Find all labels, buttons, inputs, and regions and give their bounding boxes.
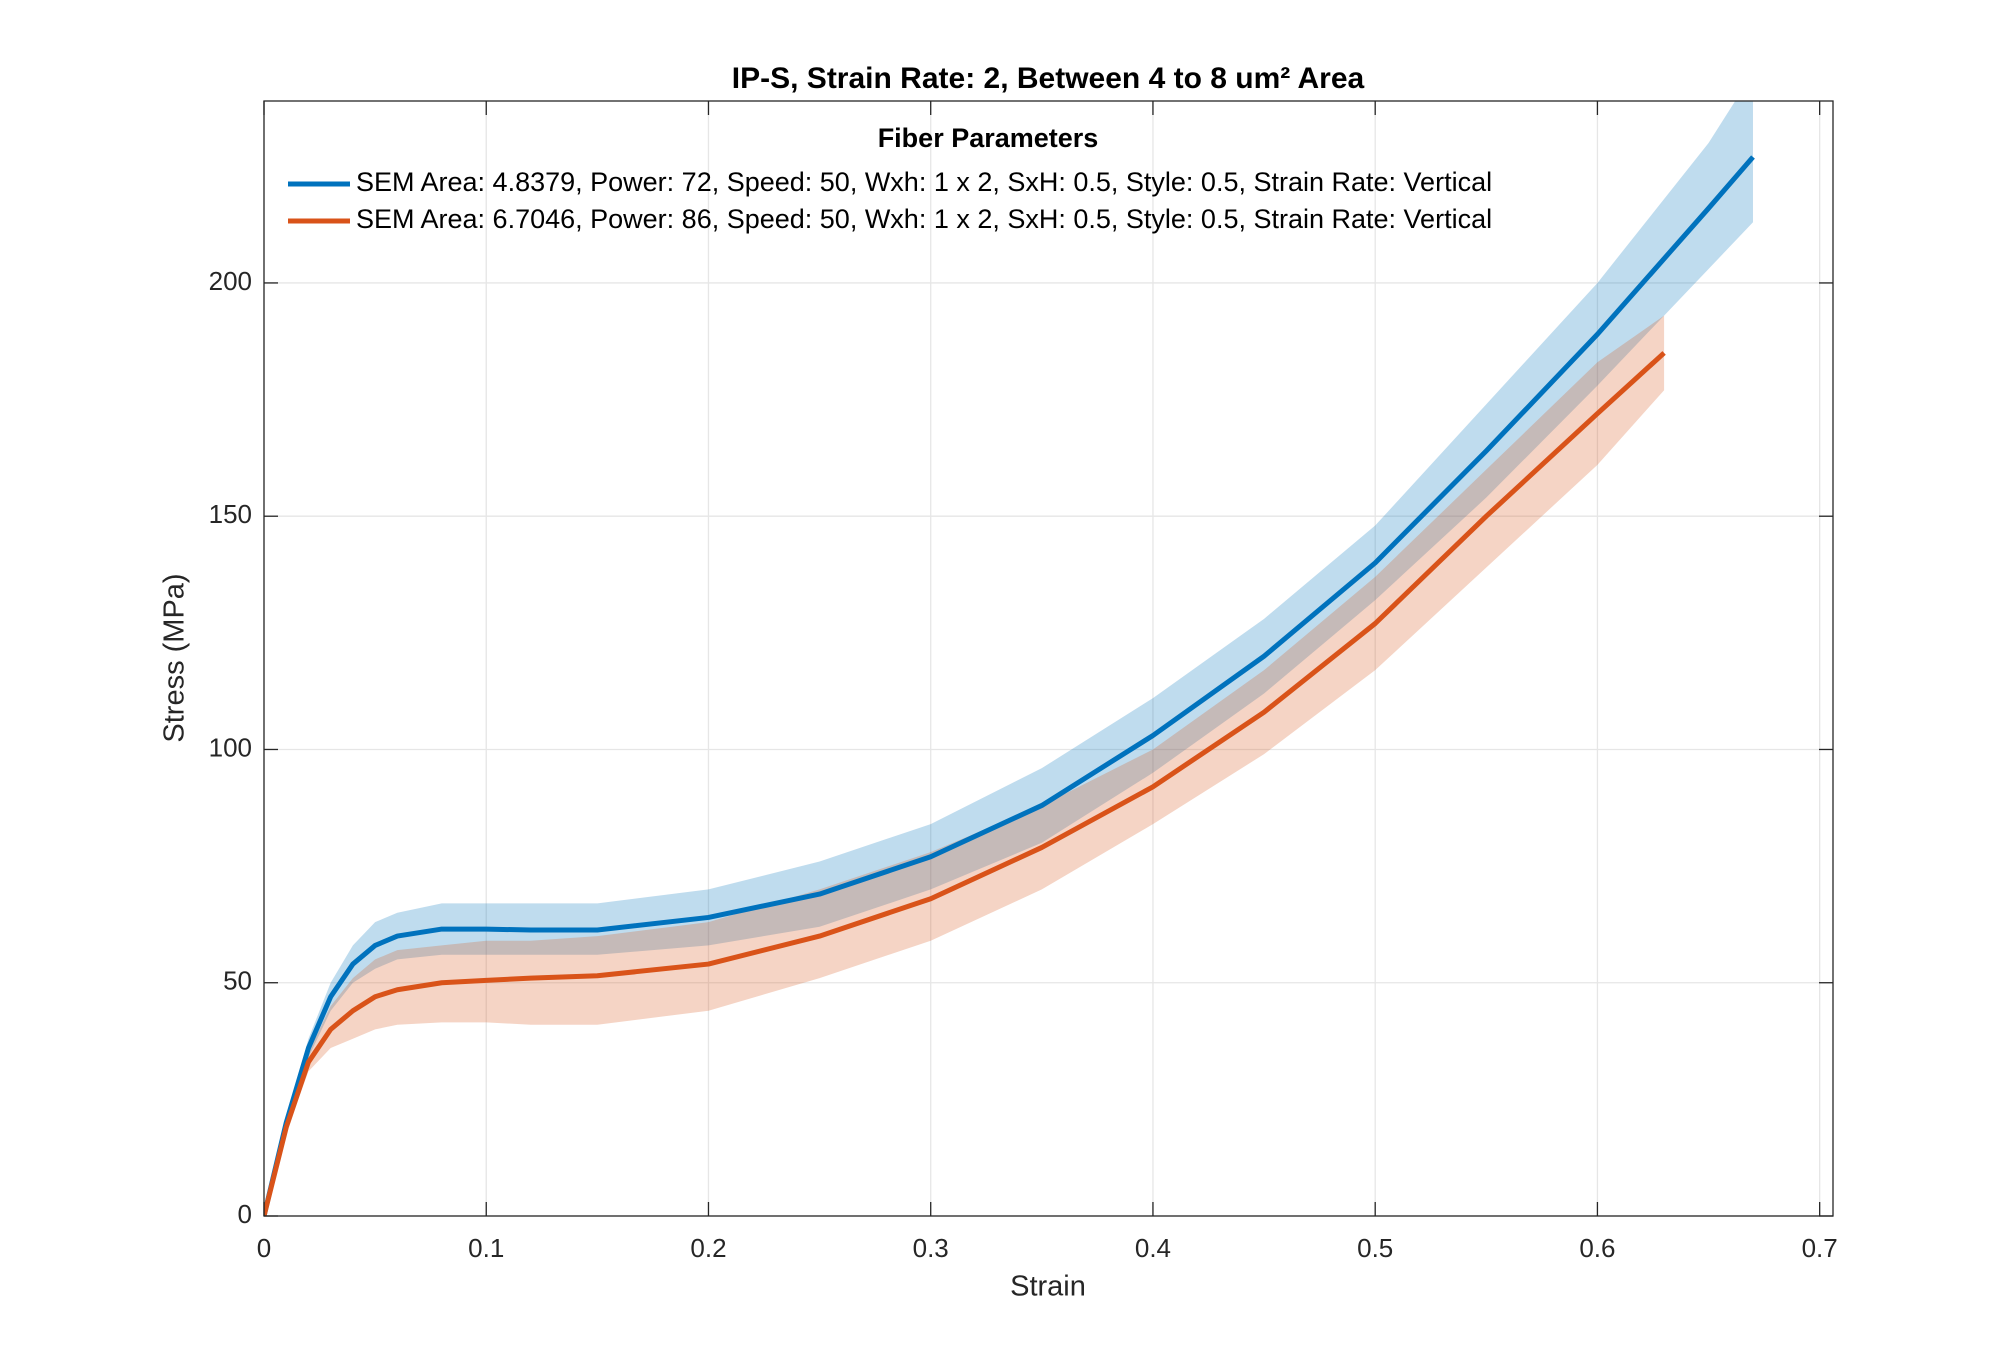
plot [264, 101, 1755, 1216]
x-tick-label: 0 [257, 1233, 271, 1263]
y-axis-label: Stress (MPa) [159, 573, 191, 742]
error-band [264, 315, 1665, 1216]
chart-title: IP-S, Strain Rate: 2, Between 4 to 8 um²… [732, 62, 1365, 95]
x-tick-label: 0.4 [1135, 1233, 1171, 1263]
series-line [264, 155, 1755, 1216]
x-tick-label: 0.2 [690, 1233, 726, 1263]
x-tick-label: 0.6 [1579, 1233, 1615, 1263]
legend-label: SEM Area: 6.7046, Power: 86, Speed: 50, … [356, 204, 1492, 234]
x-tick-label: 0.3 [913, 1233, 949, 1263]
y-tick-label: 200 [209, 266, 252, 296]
annotations: 0 0.1 0.2 0.3 0.4 0.5 0.6 0.7 0 50 100 150 200 Fiber … [209, 101, 1838, 1263]
y-tick-label: 50 [223, 966, 252, 996]
x-tick-label: 0.7 [1802, 1233, 1838, 1263]
axes-box [263, 100, 1834, 1217]
y-tick-label: 150 [209, 499, 252, 529]
error-band [264, 101, 1753, 1216]
y-tick-label: 0 [238, 1199, 252, 1229]
y-tick-label: 100 [209, 732, 252, 762]
plot-area [264, 101, 1833, 1216]
x-axis-label: Strain [1010, 1271, 1086, 1303]
series-line [264, 351, 1666, 1216]
legend-title: Fiber Parameters [878, 123, 1099, 153]
x-tick-label: 0.5 [1357, 1233, 1393, 1263]
x-tick-label: 0.1 [468, 1233, 504, 1263]
legend-label: SEM Area: 4.8379, Power: 72, Speed: 50, … [356, 167, 1492, 197]
